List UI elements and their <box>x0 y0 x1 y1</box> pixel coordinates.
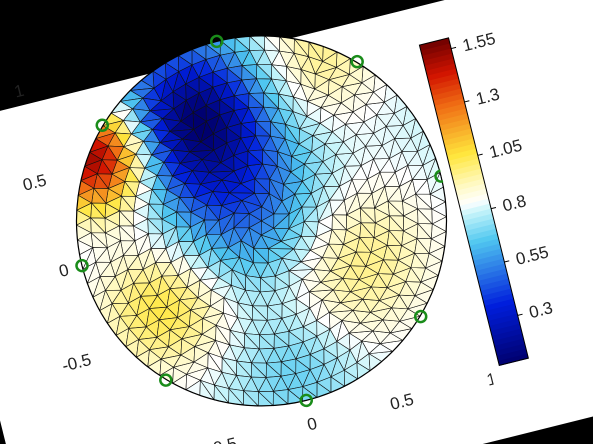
colorbar-segment <box>481 288 513 301</box>
colorbar-segment <box>468 233 499 246</box>
colorbar-panel: 0.30.550.81.051.31.55 <box>402 0 593 388</box>
colorbar-segment <box>444 137 475 151</box>
y-tick-label: 0 <box>57 260 71 281</box>
colorbar-segment <box>476 268 508 281</box>
colorbar-segment <box>424 57 455 71</box>
mesh-element <box>301 206 318 223</box>
colorbar-segment <box>474 258 505 271</box>
colorbar-segment <box>480 283 512 296</box>
colorbar-segment <box>421 47 453 61</box>
colorbar-segment <box>461 207 493 221</box>
colorbar-tick <box>464 100 470 103</box>
colorbar-segment <box>453 172 484 186</box>
mesh-element <box>288 206 303 230</box>
colorbar-segment <box>431 87 463 101</box>
colorbar-segment <box>425 62 457 76</box>
colorbar-tick <box>451 46 457 50</box>
colorbar-segment <box>466 228 498 241</box>
colorbar-segment <box>484 298 515 311</box>
mesh-element <box>273 213 290 229</box>
colorbar-segment <box>445 142 477 156</box>
electrode-marker <box>209 34 224 49</box>
colorbar-segment <box>495 343 527 356</box>
colorbar-segment <box>429 77 460 91</box>
colorbar-segment <box>434 97 465 111</box>
electrode-marker <box>350 54 364 69</box>
colorbar-segment <box>456 187 488 201</box>
colorbar-segment <box>433 92 464 106</box>
colorbar-segment <box>449 157 480 171</box>
x-tick-label: 0 <box>305 414 319 435</box>
y-tick-label: 1 <box>12 81 26 102</box>
colorbar-segment <box>491 328 523 341</box>
colorbar-segment <box>475 263 507 276</box>
colorbar-tick <box>517 313 523 316</box>
electrode-markers <box>75 34 448 408</box>
mesh-element <box>371 185 386 210</box>
electrode-marker <box>95 118 110 132</box>
conductivity-mesh <box>75 35 448 407</box>
colorbar-segment <box>473 253 504 266</box>
colorbar-segment <box>465 223 497 236</box>
colorbar-segment <box>426 67 458 81</box>
mesh-element <box>399 178 414 203</box>
colorbar-tick <box>477 153 483 156</box>
mesh-element <box>316 199 331 223</box>
colorbar-segment <box>451 167 483 181</box>
colorbar-tick <box>504 260 510 263</box>
colorbar-segment <box>497 353 529 366</box>
domain-boundary <box>75 35 448 407</box>
colorbar-segment <box>478 273 509 286</box>
colorbar-segment <box>438 112 469 126</box>
electrode-marker <box>413 309 428 324</box>
colorbar-segment <box>446 147 478 161</box>
colorbar-tick <box>490 206 497 210</box>
colorbar-segment <box>483 293 514 306</box>
colorbar-segment <box>428 72 459 86</box>
colorbar-segment <box>485 303 517 316</box>
colorbar-segment <box>454 177 485 191</box>
colorbar-segment <box>490 323 522 336</box>
colorbar-segment <box>470 243 502 256</box>
colorbar-segment <box>463 213 494 226</box>
mesh-element <box>356 192 373 209</box>
colorbar-segment <box>460 203 492 216</box>
colorbar-segment <box>450 162 482 176</box>
mesh-element <box>344 192 358 216</box>
colorbar-segment <box>419 37 450 51</box>
x-tick-label: -0.5 <box>206 434 239 444</box>
electrode-marker <box>75 258 89 273</box>
mesh-element <box>384 186 401 202</box>
colorbar-segment <box>440 122 472 136</box>
colorbar-segment <box>459 197 490 211</box>
colorbar-segment <box>443 132 474 146</box>
colorbar-segment <box>439 117 470 131</box>
colorbar-frame <box>418 37 529 366</box>
colorbar-segment <box>494 338 525 351</box>
colorbar-segment <box>464 218 495 231</box>
colorbar-segment <box>448 152 479 166</box>
colorbar <box>418 37 529 366</box>
colorbar-segment <box>458 192 489 206</box>
colorbar-segment <box>436 107 468 121</box>
colorbar-segment <box>469 238 500 251</box>
colorbar-segment <box>496 348 528 361</box>
electrode-marker <box>299 393 314 408</box>
colorbar-segment <box>441 127 473 141</box>
colorbar-segment <box>486 308 518 321</box>
electrode-marker <box>159 373 173 387</box>
colorbar-segment <box>479 278 510 291</box>
colorbar-segment <box>423 52 454 66</box>
colorbar-segment <box>489 318 520 331</box>
mesh-element <box>329 199 345 216</box>
mesh-element <box>412 179 428 195</box>
colorbar-segment <box>435 102 467 116</box>
colorbar-segment <box>420 42 452 56</box>
colorbar-segment <box>430 82 462 96</box>
colorbar-segment <box>488 313 519 326</box>
colorbar-segment <box>471 248 503 261</box>
colorbar-segment <box>455 182 487 196</box>
colorbar-segment <box>493 333 524 346</box>
